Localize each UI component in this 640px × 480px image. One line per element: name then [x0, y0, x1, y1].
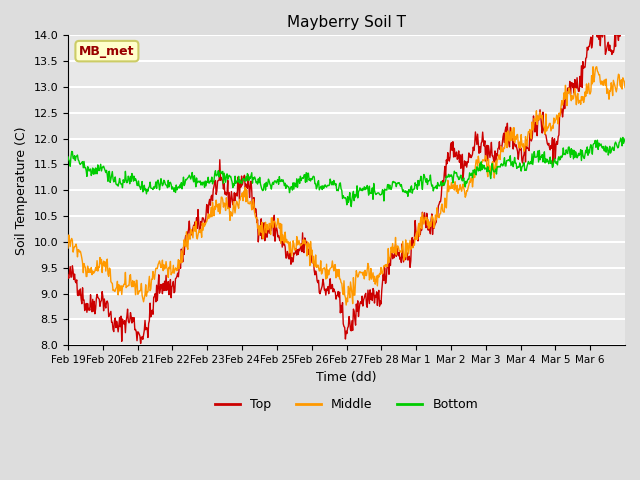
Text: MB_met: MB_met — [79, 45, 134, 58]
Title: Mayberry Soil T: Mayberry Soil T — [287, 15, 406, 30]
Y-axis label: Soil Temperature (C): Soil Temperature (C) — [15, 126, 28, 254]
X-axis label: Time (dd): Time (dd) — [316, 371, 377, 384]
Legend: Top, Middle, Bottom: Top, Middle, Bottom — [210, 394, 483, 417]
